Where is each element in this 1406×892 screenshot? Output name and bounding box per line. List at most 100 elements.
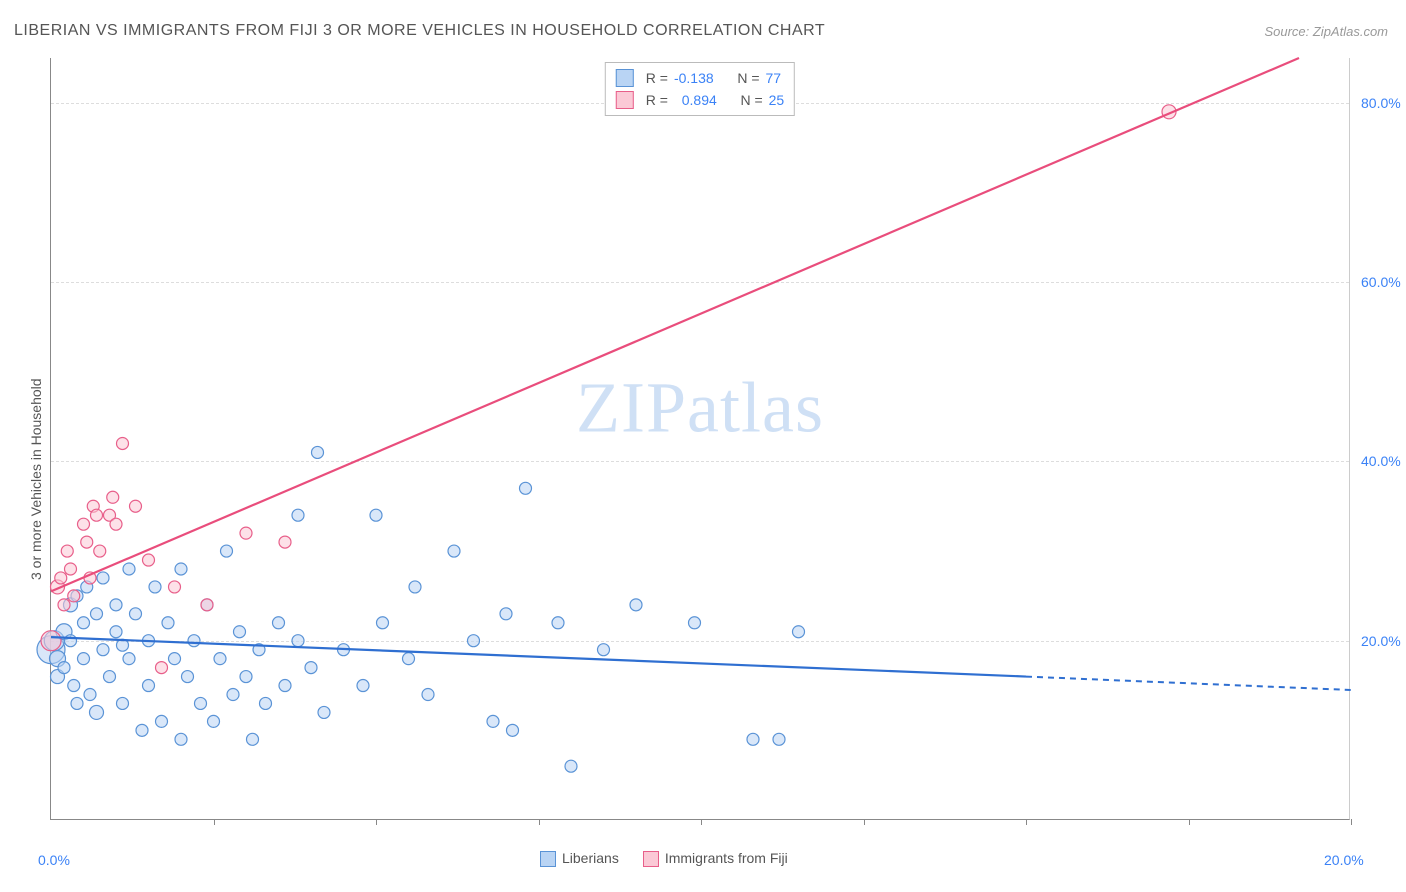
point-fiji [156, 662, 168, 674]
point-fiji [169, 581, 181, 593]
point-liberians [84, 688, 96, 700]
point-liberians [149, 581, 161, 593]
point-liberians [58, 662, 70, 674]
point-liberians [97, 572, 109, 584]
swatch-liberians [540, 851, 556, 867]
r-label: R = [646, 89, 668, 111]
x-tick [376, 819, 377, 825]
point-liberians [130, 608, 142, 620]
point-fiji [41, 631, 61, 651]
point-liberians [208, 715, 220, 727]
r-label: R = [646, 67, 668, 89]
point-liberians [91, 608, 103, 620]
point-liberians [175, 563, 187, 575]
point-fiji [143, 554, 155, 566]
n-label: N = [740, 89, 762, 111]
legend-label-fiji: Immigrants from Fiji [665, 850, 788, 866]
point-liberians [234, 626, 246, 638]
x-tick [1351, 819, 1352, 825]
point-liberians [65, 635, 77, 647]
point-liberians [279, 680, 291, 692]
point-fiji [240, 527, 252, 539]
y-tick-label: 40.0% [1361, 453, 1401, 469]
swatch-fiji [643, 851, 659, 867]
r-value-liberians: -0.138 [674, 67, 714, 89]
n-label: N = [737, 67, 759, 89]
x-tick [1026, 819, 1027, 825]
point-fiji [55, 572, 67, 584]
point-liberians [273, 617, 285, 629]
trendline-fiji [51, 58, 1299, 591]
point-liberians [247, 733, 259, 745]
point-fiji [81, 536, 93, 548]
source-label: Source: ZipAtlas.com [1264, 24, 1388, 39]
r-value-fiji: 0.894 [674, 89, 717, 111]
point-liberians [104, 671, 116, 683]
point-liberians [110, 599, 122, 611]
x-axis-min-label: 0.0% [38, 852, 70, 868]
point-liberians [78, 617, 90, 629]
point-fiji [130, 500, 142, 512]
point-liberians [123, 653, 135, 665]
point-liberians [78, 653, 90, 665]
point-liberians [169, 653, 181, 665]
y-axis-title: 3 or more Vehicles in Household [28, 378, 44, 580]
point-liberians [110, 626, 122, 638]
y-tick-label: 60.0% [1361, 274, 1401, 290]
point-fiji [279, 536, 291, 548]
x-tick [539, 819, 540, 825]
point-liberians [71, 697, 83, 709]
legend-item-fiji: Immigrants from Fiji [643, 850, 788, 867]
point-liberians [630, 599, 642, 611]
point-liberians [292, 509, 304, 521]
point-liberians [136, 724, 148, 736]
point-liberians [422, 688, 434, 700]
swatch-liberians [616, 69, 634, 87]
point-fiji [68, 590, 80, 602]
point-liberians [292, 635, 304, 647]
point-liberians [143, 680, 155, 692]
point-fiji [78, 518, 90, 530]
point-liberians [156, 715, 168, 727]
x-tick [701, 819, 702, 825]
point-fiji [110, 518, 122, 530]
point-liberians [507, 724, 519, 736]
point-liberians [598, 644, 610, 656]
point-liberians [162, 617, 174, 629]
point-fiji [107, 491, 119, 503]
point-liberians [377, 617, 389, 629]
point-liberians [357, 680, 369, 692]
point-liberians [370, 509, 382, 521]
bottom-legend: Liberians Immigrants from Fiji [540, 850, 788, 867]
point-liberians [175, 733, 187, 745]
swatch-fiji [616, 91, 634, 109]
point-liberians [689, 617, 701, 629]
stats-row-liberians: R = -0.138 N = 77 [616, 67, 784, 89]
stats-row-fiji: R = 0.894 N = 25 [616, 89, 784, 111]
point-liberians [565, 760, 577, 772]
point-fiji [117, 437, 129, 449]
point-liberians [214, 653, 226, 665]
n-value-fiji: 25 [769, 89, 785, 111]
point-liberians [747, 733, 759, 745]
point-liberians [318, 706, 330, 718]
point-liberians [260, 697, 272, 709]
point-fiji [94, 545, 106, 557]
x-axis-max-label: 20.0% [1324, 852, 1364, 868]
point-fiji [65, 563, 77, 575]
point-fiji [201, 599, 213, 611]
legend-item-liberians: Liberians [540, 850, 619, 867]
chart-title: LIBERIAN VS IMMIGRANTS FROM FIJI 3 OR MO… [14, 22, 825, 40]
point-liberians [182, 671, 194, 683]
point-liberians [305, 662, 317, 674]
point-liberians [240, 671, 252, 683]
point-liberians [448, 545, 460, 557]
point-fiji [61, 545, 73, 557]
point-liberians [500, 608, 512, 620]
point-liberians [97, 644, 109, 656]
point-liberians [520, 482, 532, 494]
y-tick-label: 80.0% [1361, 95, 1401, 111]
point-liberians [409, 581, 421, 593]
point-liberians [195, 697, 207, 709]
scatter-svg [51, 58, 1349, 819]
